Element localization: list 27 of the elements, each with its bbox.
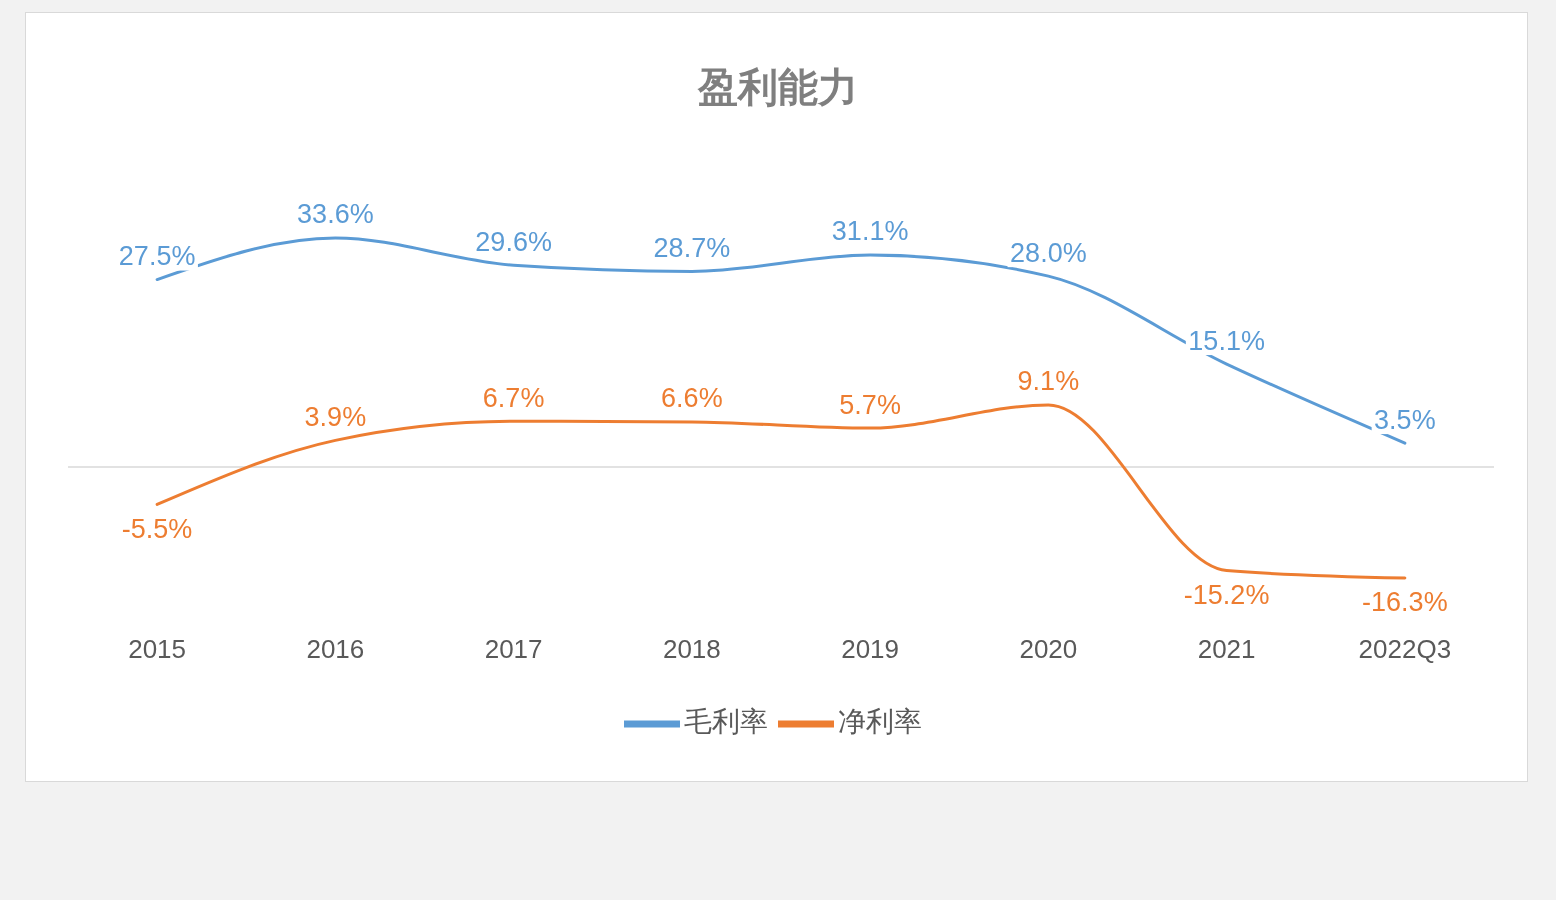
x-tick-label: 2017 — [484, 634, 543, 664]
data-label: -15.2% — [1183, 579, 1270, 610]
x-tick-label: 2022Q3 — [1358, 634, 1452, 664]
legend-label: 毛利率 — [684, 706, 768, 738]
chart-title: 盈利能力 — [698, 64, 858, 111]
data-label: 33.6% — [297, 199, 374, 230]
data-label: 28.7% — [653, 232, 731, 263]
data-label: 15.1% — [1188, 325, 1265, 356]
data-label: 29.6% — [475, 226, 552, 257]
x-tick-label: 2015 — [128, 634, 187, 664]
data-label: 27.5% — [118, 241, 196, 272]
x-tick-label: 2016 — [306, 634, 365, 664]
x-tick-label: 2021 — [1197, 634, 1256, 664]
x-tick-label: 2020 — [1019, 634, 1078, 664]
data-label: 6.7% — [482, 382, 545, 413]
data-label: 5.7% — [839, 389, 901, 420]
data-label: 31.1% — [831, 216, 909, 247]
data-label: 3.9% — [304, 401, 367, 432]
legend-label: 净利率 — [838, 706, 922, 738]
x-tick-label: 2018 — [662, 634, 721, 664]
data-label: 9.1% — [1017, 366, 1080, 397]
x-tick-label: 2019 — [841, 634, 900, 664]
data-label: 6.6% — [661, 383, 723, 414]
data-label: 28.0% — [1010, 237, 1087, 268]
data-label: -16.3% — [1362, 587, 1448, 618]
data-label: 3.5% — [1374, 404, 1436, 435]
data-label: -5.5% — [121, 513, 193, 544]
